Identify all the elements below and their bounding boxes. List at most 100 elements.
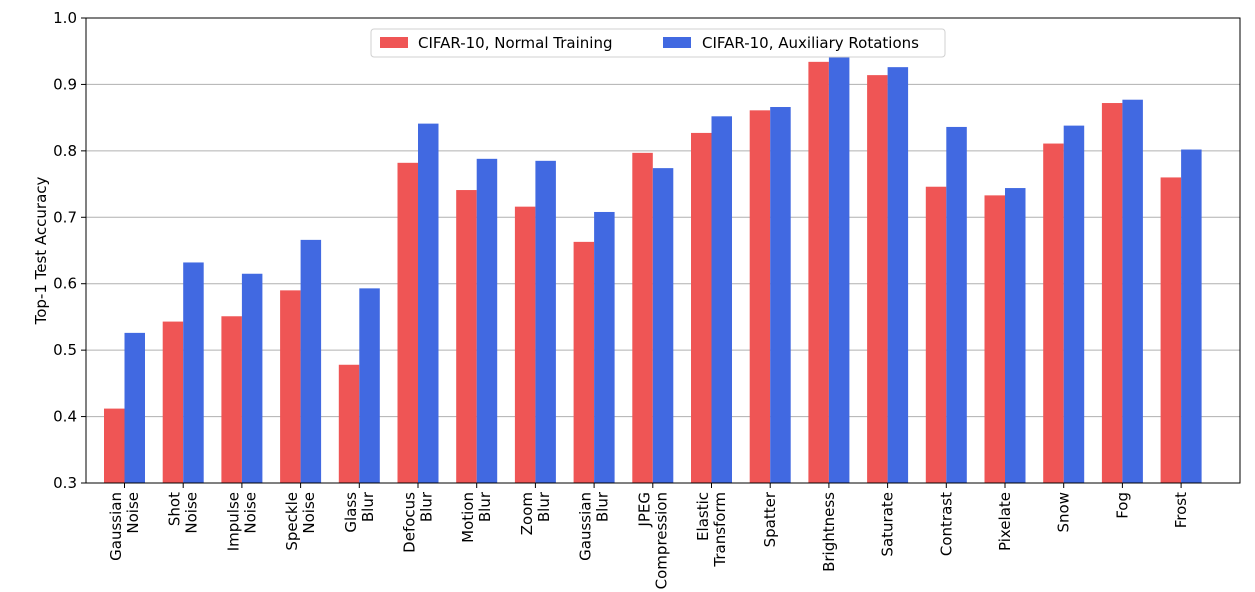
bar-normal — [514, 206, 536, 483]
x-tick-label-group: Brightness — [820, 492, 838, 572]
bar-normal — [338, 364, 360, 483]
bar-normal — [632, 152, 653, 483]
x-tick-label-group: Glass Blur — [342, 491, 377, 532]
y-axis: 0.3 0.4 0.5 0.6 0.7 0.8 0.9 1.0 — [53, 9, 86, 492]
bar-normal — [162, 321, 184, 483]
x-tick-label: Contrast — [937, 492, 955, 556]
y-tick-label: 0.3 — [53, 474, 77, 492]
x-tick-label-group: Fog — [1113, 492, 1131, 519]
bar-normal — [691, 132, 712, 483]
x-tick-label-group: Motion Blur — [459, 491, 494, 543]
bars — [104, 57, 1202, 484]
x-tick-label: Noise — [183, 492, 201, 534]
bar-normal — [984, 195, 1005, 483]
x-tick-label-group: Impulse Noise — [224, 492, 259, 551]
x-tick-label: Defocus — [401, 492, 419, 553]
bar-rotations — [594, 211, 615, 483]
x-tick-label: Fog — [1113, 492, 1131, 519]
x-tick-label: Gaussian — [577, 492, 595, 561]
x-tick-label-group: Shot Noise — [166, 492, 201, 534]
bar-rotations — [359, 288, 380, 483]
bar-rotations — [1181, 149, 1202, 483]
y-tick-label: 1.0 — [53, 9, 77, 27]
bar-normal — [925, 186, 947, 483]
x-tick-label: Snow — [1055, 492, 1073, 532]
legend-swatch — [663, 37, 691, 48]
x-tick-label-group: Elastic Transform — [694, 492, 729, 568]
legend: CIFAR-10, Normal Training CIFAR-10, Auxil… — [370, 28, 946, 58]
x-tick-label-group: Pixelate — [996, 492, 1014, 551]
x-tick-label: Blur — [418, 491, 436, 522]
x-tick-label-group: Gaussian Blur — [577, 491, 612, 561]
x-tick-label: Brightness — [820, 492, 838, 572]
bar-rotations — [183, 262, 204, 483]
x-tick-label: Pixelate — [996, 492, 1014, 551]
x-tick-label: Saturate — [879, 492, 897, 557]
bar-normal — [1160, 177, 1182, 483]
bar-rotations — [124, 332, 145, 483]
x-tick-label: Shot — [166, 492, 184, 526]
x-tick-label: JPEG — [635, 492, 653, 528]
y-tick-label: 0.7 — [53, 208, 77, 226]
x-axis: Gaussian Noise Shot Noise Impulse Noise Speckl… — [107, 483, 1190, 589]
x-tick-label-group: JPEG Compression — [635, 492, 670, 589]
bar-normal — [573, 241, 595, 483]
bar-normal — [104, 408, 125, 483]
bar-rotations — [770, 107, 791, 483]
y-tick-label: 0.5 — [53, 341, 77, 359]
bar-normal — [397, 162, 418, 484]
x-tick-label: Transform — [711, 492, 729, 568]
bar-normal — [1101, 103, 1123, 484]
x-tick-label: Spatter — [761, 491, 779, 547]
y-tick-label: 0.4 — [53, 408, 77, 426]
y-tick-label: 0.8 — [53, 142, 77, 160]
bar-rotations — [418, 123, 439, 483]
x-tick-label: Frost — [1172, 492, 1190, 528]
legend-swatch — [380, 37, 408, 48]
x-tick-label: Noise — [241, 492, 259, 534]
x-tick-label: Compression — [652, 492, 670, 589]
y-tick-label: 0.9 — [53, 75, 77, 93]
x-tick-label: Noise — [124, 492, 142, 534]
x-tick-label: Gaussian — [107, 492, 125, 561]
x-tick-label: Blur — [476, 491, 494, 522]
bar-rotations — [1122, 99, 1143, 483]
bar-normal — [221, 316, 242, 483]
legend-label: CIFAR-10, Normal Training — [418, 34, 613, 52]
bar-rotations — [241, 273, 263, 483]
x-tick-label: Zoom — [518, 492, 536, 535]
x-tick-label: Elastic — [694, 492, 712, 541]
bar-normal — [749, 110, 771, 483]
bar-normal — [280, 290, 301, 483]
legend-box — [370, 28, 946, 58]
x-tick-label-group: Saturate — [879, 492, 897, 557]
bar-rotations — [1063, 125, 1085, 483]
bar-rotations — [476, 158, 498, 484]
x-tick-label-group: Spatter — [761, 491, 779, 547]
plot-frame — [85, 17, 1241, 484]
bar-normal — [456, 190, 477, 484]
bar-normal — [867, 75, 888, 483]
x-tick-label: Noise — [300, 492, 318, 534]
bar-rotations — [828, 57, 850, 483]
x-tick-label-group: Defocus Blur — [401, 491, 436, 553]
x-tick-label-group: Snow — [1055, 492, 1073, 532]
x-tick-label: Blur — [594, 491, 612, 522]
bar-normal — [1043, 143, 1064, 484]
x-tick-label: Glass — [342, 492, 360, 533]
x-tick-label-group: Contrast — [937, 492, 955, 556]
x-tick-label: Impulse — [224, 492, 242, 551]
x-tick-label-group: Speckle Noise — [283, 492, 318, 551]
x-tick-label-group: Zoom Blur — [518, 491, 553, 535]
bar-rotations — [1005, 188, 1026, 484]
bar-rotations — [535, 160, 556, 484]
bar-rotations — [300, 239, 322, 483]
x-tick-label-group: Frost — [1172, 492, 1190, 528]
x-tick-label: Speckle — [283, 492, 301, 551]
y-axis-title: Top-1 Test Accuracy — [32, 176, 50, 325]
bar-rotations — [946, 126, 967, 483]
bar-normal — [808, 61, 829, 483]
x-tick-label-group: Gaussian Noise — [107, 492, 142, 561]
y-tick-label: 0.6 — [53, 275, 77, 293]
